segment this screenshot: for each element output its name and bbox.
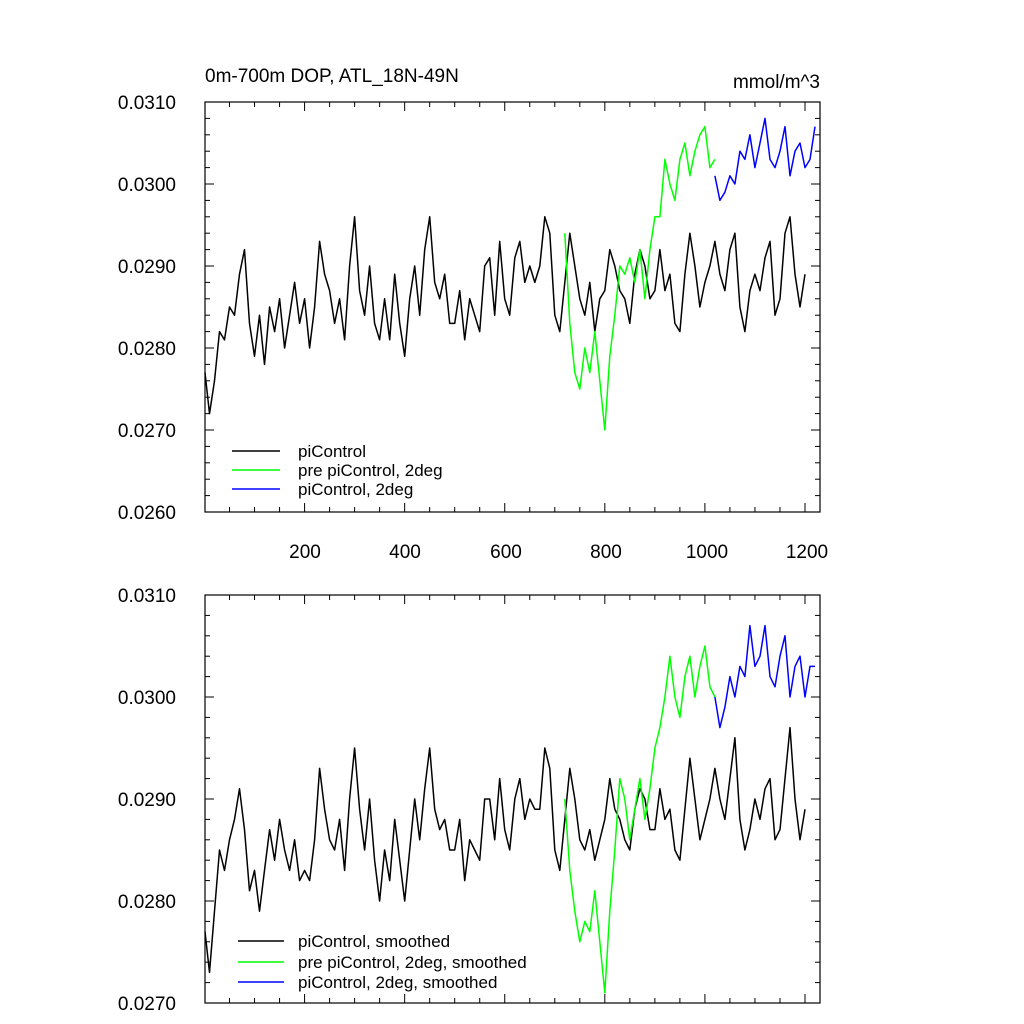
legend-label: piControl, smoothed	[298, 932, 450, 951]
bottom-chart-series	[204, 624, 815, 994]
legend-label: piControl	[298, 442, 366, 461]
y-tick-label: 0.0260	[118, 503, 176, 524]
y-tick-label: 0.0300	[118, 688, 176, 709]
series-line-blue	[714, 117, 816, 202]
top-chart-title: 0m-700m DOP, ATL_18N-49N	[205, 66, 459, 87]
top-chart: 0m-700m DOP, ATL_18N-49N mmol/m^3 0.0260…	[118, 66, 828, 563]
y-tick-label: 0.0280	[118, 892, 176, 913]
legend-label: piControl, 2deg, smoothed	[298, 973, 497, 992]
top-chart-ticks	[205, 101, 820, 513]
top-y-tick-labels: 0.0260 0.0270 0.0280 0.0290 0.0300 0.031…	[118, 93, 176, 524]
x-tick-label: 600	[490, 542, 522, 563]
bottom-y-tick-labels: 0.0270 0.0280 0.0290 0.0300 0.0310	[118, 586, 176, 1015]
y-tick-label: 0.0290	[118, 790, 176, 811]
x-tick-label: 400	[389, 542, 421, 563]
bottom-chart: 0.0270 0.0280 0.0290 0.0300 0.0310 piCon…	[118, 586, 821, 1015]
y-tick-label: 0.0300	[118, 175, 176, 196]
bottom-chart-ticks	[205, 594, 820, 1004]
y-tick-label: 0.0270	[118, 994, 176, 1015]
legend-label: pre piControl, 2deg	[298, 461, 443, 480]
y-tick-label: 0.0290	[118, 257, 176, 278]
y-tick-label: 0.0310	[118, 93, 176, 114]
series-line-black	[204, 726, 806, 974]
series-line-green	[564, 125, 716, 431]
bottom-legend: piControl, smoothed pre piControl, 2deg,…	[238, 932, 527, 992]
top-chart-frame	[204, 101, 821, 513]
legend-label: piControl, 2deg	[298, 480, 413, 499]
series-line-blue	[714, 624, 815, 729]
series-line-black	[204, 216, 806, 415]
x-tick-label: 1000	[686, 542, 728, 563]
y-tick-label: 0.0280	[118, 339, 176, 360]
x-tick-label: 800	[590, 542, 622, 563]
top-chart-series	[204, 117, 816, 431]
legend-label: pre piControl, 2deg, smoothed	[298, 953, 527, 972]
x-tick-label: 200	[289, 542, 321, 563]
top-x-tick-labels: 200 400 600 800 1000 1200	[289, 542, 828, 563]
y-tick-label: 0.0310	[118, 586, 176, 607]
y-tick-label: 0.0270	[118, 421, 176, 442]
series-line-green	[564, 645, 716, 994]
top-legend: piControl pre piControl, 2deg piControl,…	[232, 442, 443, 499]
top-chart-units: mmol/m^3	[733, 72, 820, 93]
x-tick-label: 1200	[786, 542, 828, 563]
